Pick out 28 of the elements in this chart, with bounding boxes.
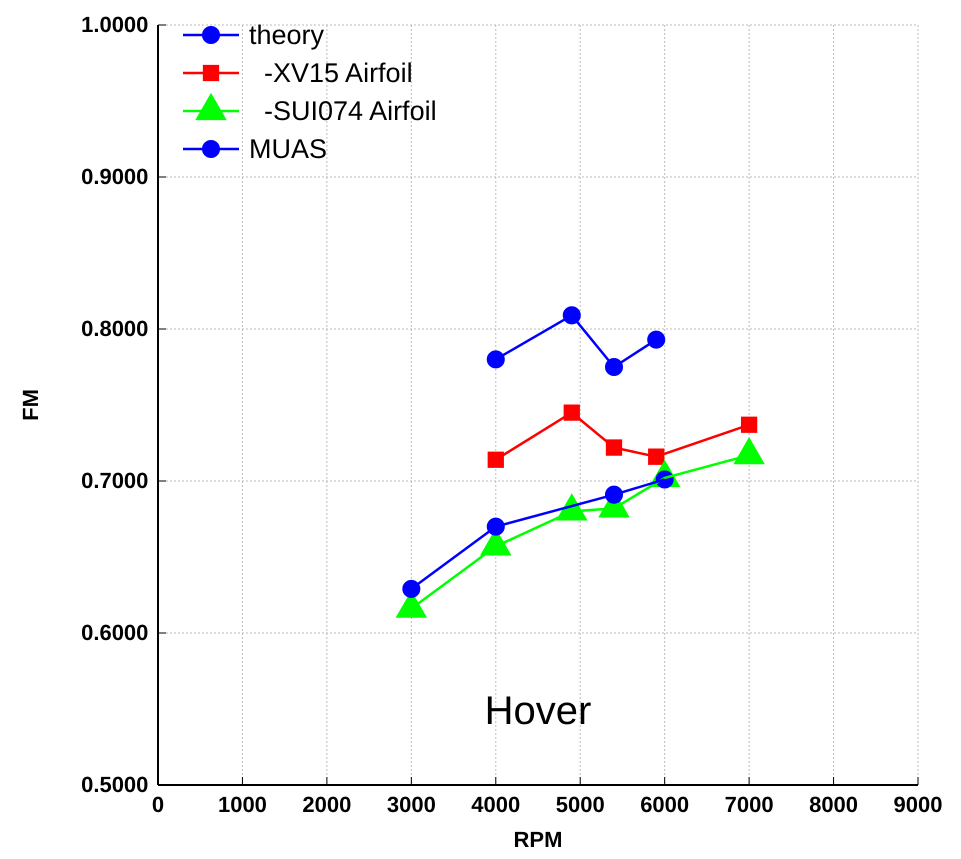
- x-tick-label: 7000: [724, 792, 774, 818]
- legend-label: MUAS: [249, 134, 328, 164]
- x-tick-label: 8000: [809, 792, 858, 818]
- legend-label: -XV15 Airfoil: [249, 58, 413, 88]
- point: [486, 350, 505, 368]
- y-tick-label: 0.6000: [81, 620, 148, 646]
- y-tick-label: 0.7000: [81, 468, 148, 494]
- point: [647, 330, 666, 349]
- x-tick-label: 4000: [471, 792, 520, 818]
- y-tick-label: 0.8000: [81, 316, 148, 342]
- legend-label: -SUI074 Airfoil: [249, 96, 437, 126]
- y-axis-title: FM: [18, 389, 43, 421]
- point: [488, 452, 504, 468]
- x-tick-label: 9000: [894, 792, 942, 818]
- x-axis-title: RPM: [514, 827, 562, 852]
- y-tick-label: 0.5000: [81, 772, 148, 798]
- x-tick-label: 3000: [386, 792, 436, 818]
- x-tick-label: 5000: [556, 792, 605, 818]
- x-tick-label: 2000: [302, 792, 352, 818]
- point: [740, 416, 758, 433]
- legend-label: theory: [249, 20, 325, 50]
- x-tick-label: 6000: [640, 792, 690, 818]
- y-tick-label: 0.9000: [81, 164, 148, 190]
- point: [402, 580, 420, 598]
- y-tick-label: 1.0000: [81, 12, 148, 38]
- annotation: Hover: [484, 689, 592, 734]
- x-tick-label: 1000: [218, 792, 267, 818]
- x-tick-label: 0: [152, 792, 164, 818]
